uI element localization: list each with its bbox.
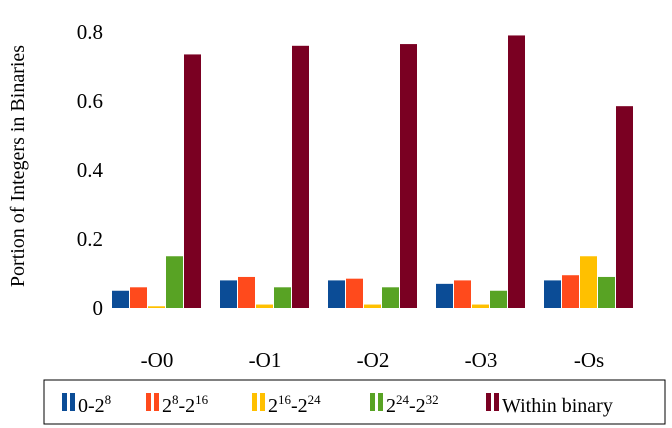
legend-label: 0-28 <box>78 392 111 417</box>
y-tick-label: 0.2 <box>77 227 103 251</box>
legend-entry: Within binary <box>486 393 613 417</box>
legend-label: Within binary <box>502 395 613 417</box>
bar <box>130 287 147 308</box>
bars <box>112 35 633 309</box>
legend-swatch <box>486 393 491 411</box>
legend-swatch <box>260 393 265 411</box>
bar <box>220 280 237 308</box>
legend-entry: 28-216 <box>146 392 209 417</box>
x-tick-labels: -O0 -O1 -O2 -O3 -Os <box>141 348 605 372</box>
bar <box>184 54 201 308</box>
legend-swatch <box>62 393 67 411</box>
legend: 0-28 28-216 216-224 224-232 Within binary <box>43 379 666 425</box>
bar <box>238 276 255 308</box>
y-tick-labels: 0 0.2 0.4 0.6 0.8 <box>77 20 104 320</box>
bar <box>166 256 183 308</box>
y-tick-label: 0 <box>93 296 104 320</box>
bar <box>598 276 615 308</box>
legend-entry: 224-232 <box>370 392 439 417</box>
x-tick-label: -O0 <box>141 348 174 372</box>
x-tick-label: -O1 <box>249 348 282 372</box>
bar <box>472 304 489 308</box>
legend-swatch <box>252 393 257 411</box>
bar <box>256 304 273 308</box>
bar <box>508 35 525 308</box>
legend-entry: 0-28 <box>62 392 111 417</box>
legend-label: 224-232 <box>386 392 439 417</box>
bar <box>346 278 363 308</box>
legend-swatch <box>146 393 151 411</box>
bar <box>454 280 471 308</box>
bar <box>328 280 345 308</box>
legend-label: 216-224 <box>268 392 321 417</box>
bar <box>580 256 597 308</box>
legend-swatch <box>154 393 159 411</box>
legend-label: 28-216 <box>162 392 209 417</box>
x-tick-label: -O3 <box>465 348 498 372</box>
x-tick-label: -O2 <box>357 348 390 372</box>
legend-swatch <box>378 393 383 411</box>
bar <box>292 45 309 309</box>
bar <box>148 306 165 308</box>
y-axis-label: Portion of Integers in Binaries <box>7 45 29 287</box>
bar <box>616 106 633 308</box>
y-tick-label: 0.8 <box>77 20 103 44</box>
legend-entry: 216-224 <box>252 392 321 417</box>
bar <box>436 283 453 308</box>
bar <box>364 304 381 308</box>
legend-swatch <box>494 393 499 411</box>
bar <box>544 280 561 308</box>
legend-swatch <box>370 393 375 411</box>
bar <box>562 275 579 308</box>
bar <box>490 290 507 308</box>
bar <box>400 44 417 308</box>
y-tick-label: 0.6 <box>77 89 103 113</box>
bar <box>274 287 291 308</box>
bar <box>112 290 129 308</box>
bar <box>382 287 399 308</box>
y-tick-label: 0.4 <box>77 158 104 182</box>
legend-swatch <box>70 393 75 411</box>
x-tick-label: -Os <box>574 348 604 372</box>
